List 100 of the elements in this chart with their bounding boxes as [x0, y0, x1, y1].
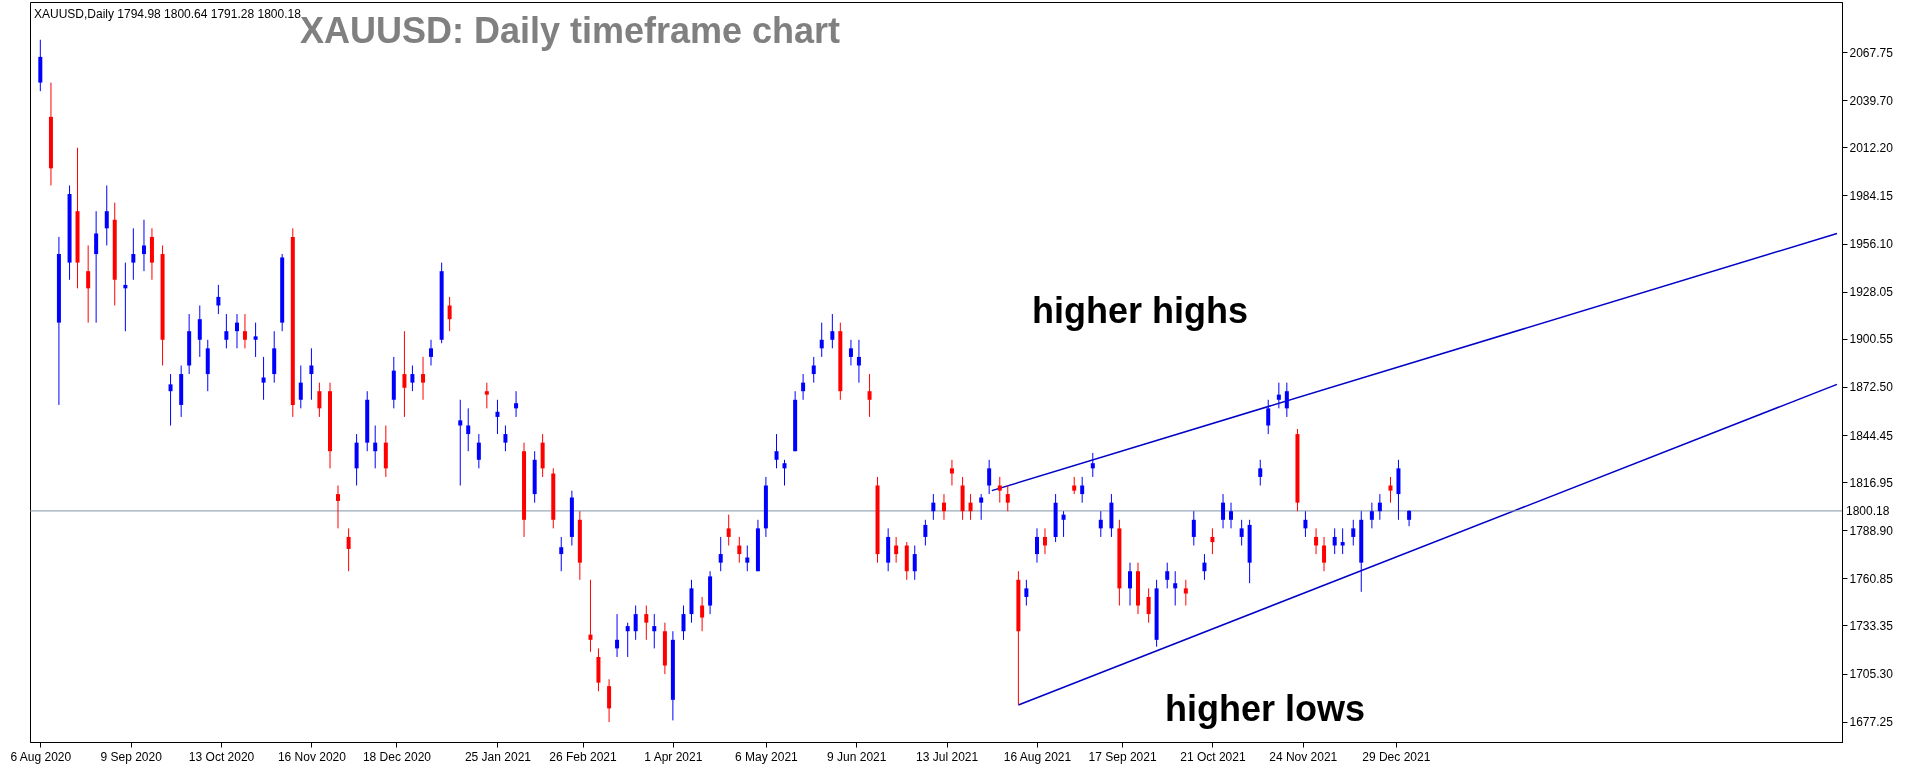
y-tick-label: 1844.45 [1849, 428, 1894, 443]
candlestick [1322, 536, 1327, 572]
candlestick [1332, 527, 1337, 555]
candlestick [1024, 579, 1029, 607]
x-tick-label: 21 Oct 2021 [1180, 749, 1246, 764]
candlestick [774, 433, 779, 469]
y-tick-label: 1956.10 [1849, 237, 1894, 252]
candlestick [819, 322, 824, 358]
x-tick-label: 9 Jun 2021 [827, 749, 887, 764]
candlestick [987, 459, 992, 495]
candlestick [968, 493, 973, 521]
candlestick [811, 356, 816, 384]
candlestick [197, 304, 202, 358]
y-tick-label: 2012.20 [1849, 140, 1894, 155]
x-tick-label: 29 Dec 2021 [1362, 749, 1431, 764]
candlestick [559, 536, 564, 572]
candlestick [421, 356, 426, 401]
candlestick [335, 485, 340, 529]
candlestick [633, 605, 638, 641]
candlestick [466, 407, 471, 452]
candlestick [261, 356, 266, 401]
x-tick-label: 6 Aug 2020 [10, 749, 72, 764]
candlestick [216, 284, 221, 315]
y-tick-label: 1928.05 [1849, 285, 1894, 300]
candlestick [737, 536, 742, 564]
annotation: higher lows [1164, 688, 1366, 729]
candlestick [373, 424, 378, 469]
candlestick [141, 219, 146, 272]
candlestick [894, 536, 899, 564]
candlestick [1165, 562, 1170, 589]
candlestick [514, 390, 519, 418]
x-tick-label: 13 Oct 2020 [188, 749, 255, 764]
candlestick [1128, 562, 1133, 607]
candlestick [309, 347, 314, 401]
candlestick [615, 613, 620, 658]
ref-line-label: 1800.18 [1846, 503, 1890, 518]
candlestick [447, 296, 452, 332]
candlestick [801, 373, 806, 401]
candlestick [625, 622, 630, 658]
candlestick [410, 364, 415, 392]
x-tick-label: 24 Nov 2021 [1269, 749, 1338, 764]
candlestick [429, 339, 434, 366]
y-tick-label: 2039.70 [1849, 93, 1894, 108]
candlestick [782, 459, 787, 486]
y-tick-label: 1760.85 [1849, 571, 1894, 586]
candlestick [1221, 493, 1226, 529]
candlestick [726, 514, 731, 547]
x-tick-label: 9 Sep 2020 [100, 749, 163, 764]
candlestick [94, 210, 99, 324]
candlestick [644, 605, 649, 641]
candlestick [1377, 493, 1382, 521]
candlestick [923, 519, 928, 547]
y-tick-label: 1677.25 [1849, 715, 1894, 730]
candlestick [745, 545, 750, 572]
candlestick [131, 227, 136, 281]
y-tick-label: 1984.15 [1849, 188, 1894, 203]
candlestick [1173, 570, 1178, 607]
candlestick [1035, 527, 1039, 564]
candlestick [234, 313, 239, 349]
candlestick [1080, 476, 1085, 504]
candlestick [104, 184, 109, 246]
candlestick [168, 373, 173, 426]
candlestick [718, 536, 723, 572]
candlestick [1266, 399, 1271, 435]
candlestick [1258, 459, 1263, 486]
candlestick [997, 476, 1002, 504]
x-tick-label: 1 Apr 2021 [644, 749, 703, 764]
x-tick-label: 16 Aug 2021 [1003, 749, 1072, 764]
candlestick [503, 424, 508, 452]
candlestick [931, 493, 936, 521]
candlestick [484, 382, 489, 409]
candlestick [588, 579, 593, 653]
y-tick-label: 1872.50 [1849, 380, 1894, 395]
candlestick [1061, 510, 1066, 538]
candlestick [830, 313, 835, 349]
y-tick-label: 2067.75 [1849, 45, 1894, 60]
candlestick [949, 459, 954, 486]
x-tick-label: 6 May 2021 [735, 749, 799, 764]
candlestick [700, 596, 705, 632]
candlestick [1388, 476, 1393, 504]
candlestick [1005, 485, 1010, 512]
y-tick-label: 1788.90 [1849, 523, 1894, 538]
x-tick-label: 17 Sep 2021 [1088, 749, 1157, 764]
candlestick [253, 322, 258, 358]
candlestick [912, 545, 917, 581]
candlestick [1239, 519, 1244, 547]
y-tick-label: 1733.35 [1849, 619, 1894, 633]
candlestick [652, 613, 657, 649]
x-tick-label: 16 Nov 2020 [277, 749, 347, 764]
candlestick [1042, 527, 1047, 555]
candlestick [1191, 510, 1196, 547]
candlestick [848, 339, 853, 366]
y-tick-label: 1705.30 [1849, 667, 1894, 682]
candlestick [1351, 519, 1356, 547]
candlestick [346, 527, 351, 572]
candlestick [1098, 510, 1103, 538]
x-tick-label: 18 Dec 2020 [362, 749, 432, 764]
annotation: higher highs [1032, 290, 1248, 331]
candlestick [1229, 502, 1234, 529]
candlestick [867, 373, 872, 418]
